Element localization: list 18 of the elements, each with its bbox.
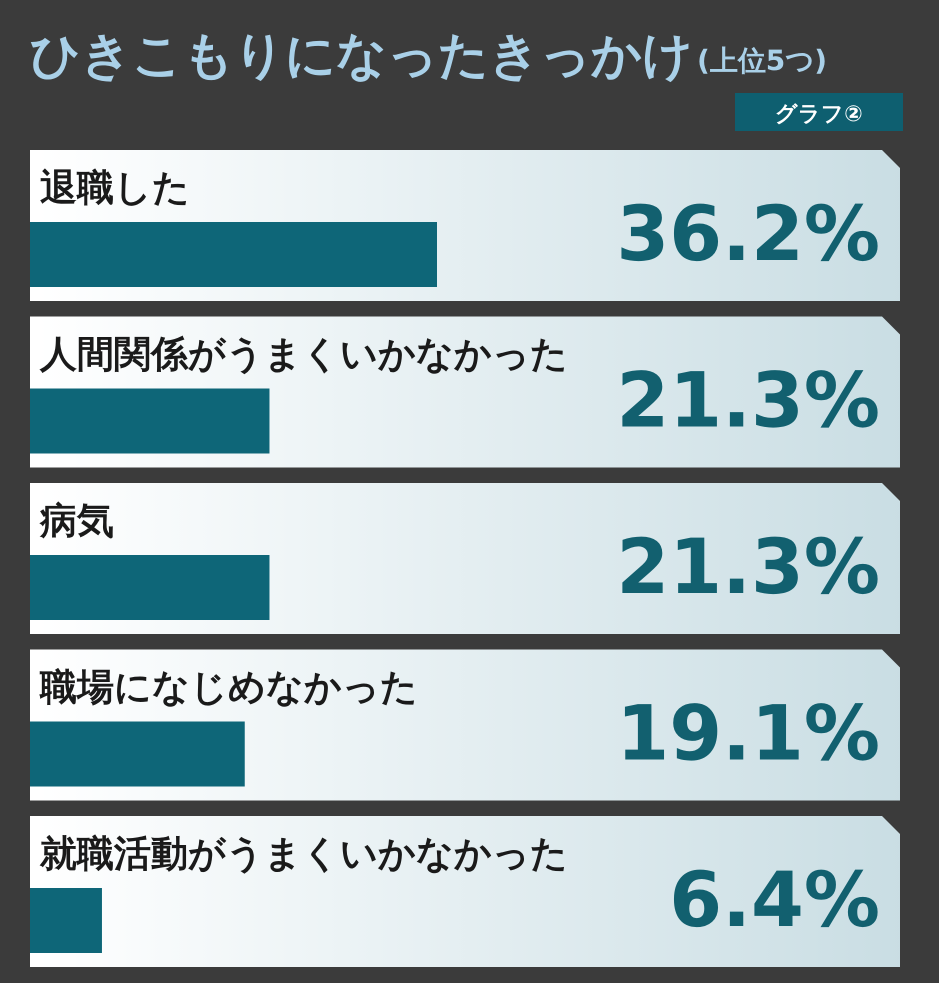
data-label: 21.3%	[616, 522, 880, 611]
text: (上位5つ)	[697, 44, 828, 77]
text: グラフ②	[775, 102, 863, 127]
y-tick-label: 職場になじめなかった	[39, 666, 418, 708]
data-label: 36.2%	[616, 189, 880, 278]
chart-title: ひきこもりになったきっかけ	[30, 26, 693, 84]
bar	[30, 388, 270, 454]
bar	[30, 222, 437, 287]
data-label: 19.1%	[616, 688, 880, 778]
y-tick-label: 就職活動がうまくいかなかった	[39, 832, 568, 875]
bar	[30, 555, 270, 620]
y-tick-label: 退職した	[40, 166, 190, 209]
y-tick-label: 人間関係がうまくいかなかった	[39, 332, 568, 376]
data-label: 6.4%	[669, 855, 880, 944]
y-tick-label: 病気	[39, 499, 114, 542]
bar	[30, 722, 245, 786]
bar	[30, 888, 102, 953]
data-label: 21.3%	[616, 356, 880, 444]
